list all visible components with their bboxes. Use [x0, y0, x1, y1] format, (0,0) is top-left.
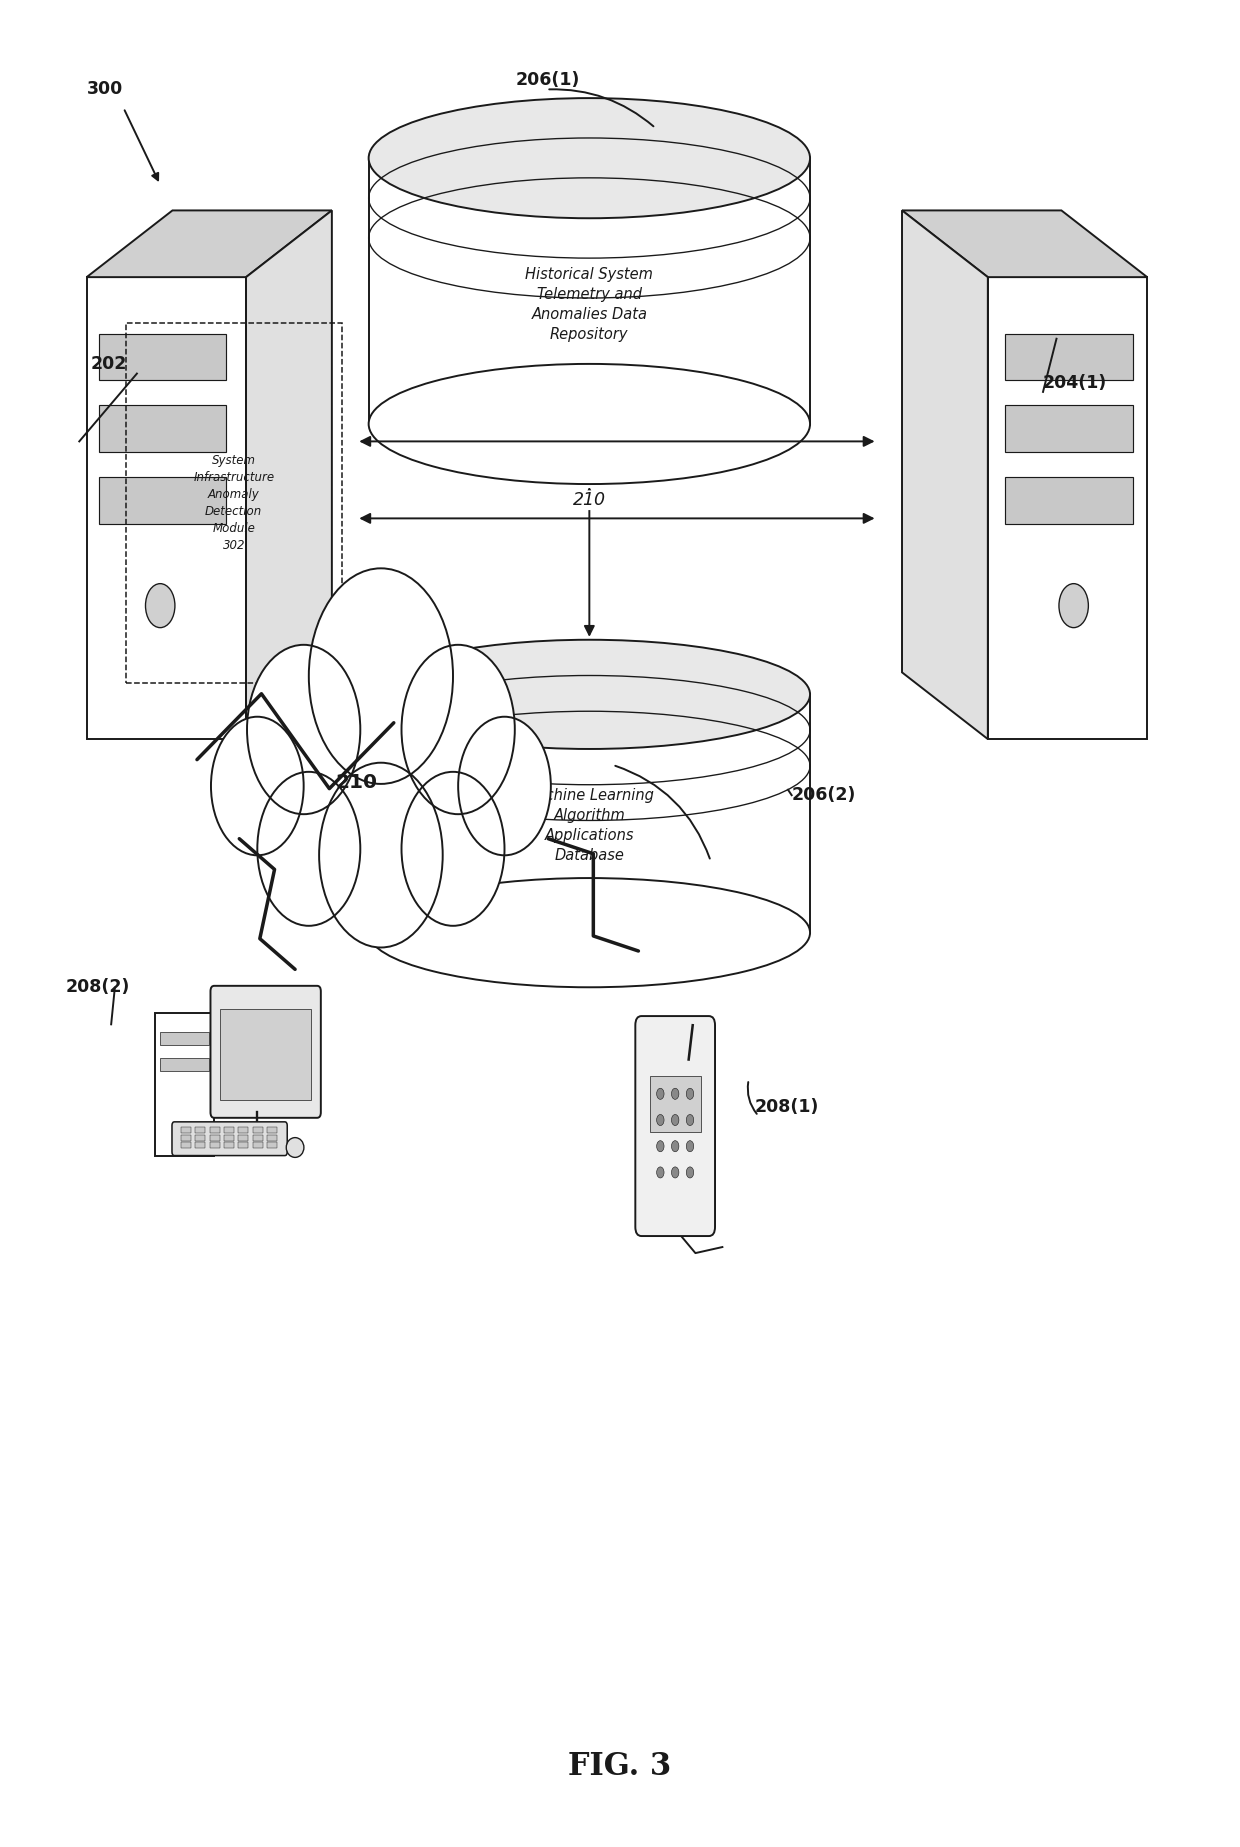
Bar	[99, 477, 227, 523]
Polygon shape	[988, 277, 1147, 739]
Circle shape	[672, 1167, 678, 1178]
Circle shape	[657, 1141, 665, 1153]
Circle shape	[145, 584, 175, 628]
Bar	[126, 323, 342, 683]
Bar	[238, 1127, 248, 1134]
Circle shape	[258, 772, 361, 925]
Bar	[221, 1010, 311, 1101]
Text: 300: 300	[87, 79, 123, 98]
Bar	[224, 1141, 234, 1149]
Bar	[160, 1058, 210, 1071]
Bar	[155, 1014, 215, 1156]
Text: 206(2): 206(2)	[791, 787, 856, 803]
Circle shape	[247, 645, 361, 815]
Ellipse shape	[286, 1138, 304, 1158]
Circle shape	[672, 1088, 678, 1099]
FancyBboxPatch shape	[368, 159, 810, 425]
Circle shape	[686, 1114, 693, 1125]
Circle shape	[672, 1114, 678, 1125]
Circle shape	[657, 1114, 665, 1125]
Text: System
Infrastructure
Anomaly
Detection
Module
302: System Infrastructure Anomaly Detection …	[193, 454, 274, 552]
Bar	[181, 1134, 191, 1141]
Text: 210: 210	[573, 491, 606, 510]
Bar	[196, 1141, 206, 1149]
Bar	[210, 1134, 219, 1141]
Text: 208(2): 208(2)	[66, 979, 130, 997]
Ellipse shape	[368, 639, 810, 750]
Bar	[253, 1141, 263, 1149]
Text: 210: 210	[335, 772, 377, 792]
Circle shape	[686, 1141, 693, 1153]
Bar	[160, 1032, 210, 1045]
Bar	[238, 1134, 248, 1141]
Bar	[99, 406, 227, 453]
Circle shape	[672, 1141, 678, 1153]
Bar	[1004, 334, 1132, 380]
Bar	[224, 1134, 234, 1141]
Text: 206(1): 206(1)	[516, 70, 580, 89]
Bar	[267, 1134, 277, 1141]
Text: 202: 202	[91, 355, 126, 373]
Circle shape	[686, 1167, 693, 1178]
Bar	[253, 1134, 263, 1141]
Bar	[1004, 406, 1132, 453]
Text: Machine Learning
Algorithm
Applications
Database: Machine Learning Algorithm Applications …	[525, 789, 655, 863]
Ellipse shape	[368, 364, 810, 484]
Text: 208(1): 208(1)	[755, 1097, 820, 1116]
Bar	[267, 1127, 277, 1134]
Bar	[1004, 477, 1132, 523]
Bar	[181, 1127, 191, 1134]
Text: FIG. 3: FIG. 3	[568, 1751, 672, 1782]
Circle shape	[657, 1167, 665, 1178]
Polygon shape	[246, 211, 332, 739]
Bar	[210, 1127, 219, 1134]
Bar	[196, 1134, 206, 1141]
Text: 204(1): 204(1)	[1043, 373, 1107, 392]
Bar	[253, 1127, 263, 1134]
Circle shape	[686, 1088, 693, 1099]
Bar	[196, 1127, 206, 1134]
FancyBboxPatch shape	[172, 1121, 288, 1156]
FancyBboxPatch shape	[211, 986, 321, 1117]
Circle shape	[402, 645, 515, 815]
Polygon shape	[901, 211, 1147, 277]
Bar	[238, 1141, 248, 1149]
Text: Historical System
Telemetry and
Anomalies Data
Repository: Historical System Telemetry and Anomalie…	[526, 268, 653, 342]
Bar	[267, 1141, 277, 1149]
Circle shape	[657, 1088, 665, 1099]
Bar	[99, 334, 227, 380]
Polygon shape	[87, 277, 246, 739]
Circle shape	[458, 717, 551, 855]
Circle shape	[319, 763, 443, 948]
Bar	[181, 1141, 191, 1149]
Bar	[224, 1127, 234, 1134]
Bar	[210, 1141, 219, 1149]
Circle shape	[402, 772, 505, 925]
FancyBboxPatch shape	[368, 694, 810, 933]
Circle shape	[211, 717, 304, 855]
Circle shape	[1059, 584, 1089, 628]
Ellipse shape	[368, 98, 810, 218]
Bar	[650, 1075, 701, 1132]
Polygon shape	[87, 211, 332, 277]
Ellipse shape	[368, 877, 810, 988]
Polygon shape	[901, 211, 988, 739]
FancyBboxPatch shape	[635, 1016, 715, 1236]
Circle shape	[309, 569, 453, 783]
